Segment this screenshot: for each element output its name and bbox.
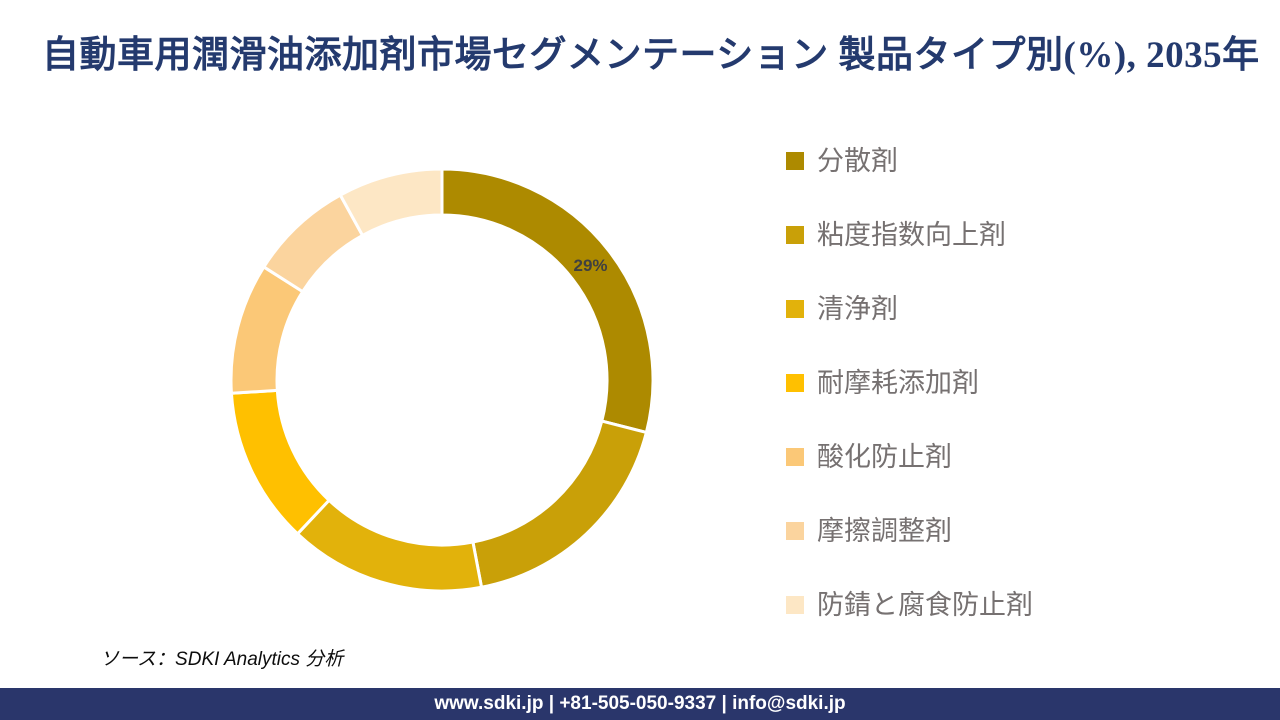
chart-title: 自動車用潤滑油添加剤市場セグメンテーション 製品タイプ別(%), 2035年: [42, 35, 1260, 76]
legend-item-label: 粘度指数向上剤: [817, 219, 1006, 250]
footer-bar: www.sdki.jp | +81-505-050-9337 | info@sd…: [0, 688, 1280, 720]
legend-item-6: 防錆と腐食防止剤: [786, 568, 1033, 642]
legend-item-label: 耐摩耗添加剤: [817, 367, 979, 398]
legend-item-5: 摩擦調整剤: [786, 494, 1033, 568]
legend-swatch-icon: [786, 300, 804, 318]
source-note: ソース：SDKI Analytics 分析: [100, 649, 344, 670]
legend-item-0: 分散剤: [786, 124, 1033, 198]
legend-item-label: 清浄剤: [817, 293, 898, 324]
legend-item-2: 清浄剤: [786, 272, 1033, 346]
legend-swatch-icon: [786, 374, 804, 392]
legend-item-label: 分散剤: [817, 145, 898, 176]
legend-item-3: 耐摩耗添加剤: [786, 346, 1033, 420]
donut-slice-6: [338, 167, 444, 237]
legend-item-label: 防錆と腐食防止剤: [817, 589, 1033, 620]
legend-swatch-icon: [786, 522, 804, 540]
donut-slice-3: [229, 388, 331, 536]
legend-swatch-icon: [786, 152, 804, 170]
donut-slice-0: [440, 167, 655, 434]
legend-swatch-icon: [786, 596, 804, 614]
legend-item-4: 酸化防止剤: [786, 420, 1033, 494]
donut-slice-2: [296, 498, 484, 593]
legend-item-1: 粘度指数向上剤: [786, 198, 1033, 272]
legend-swatch-icon: [786, 448, 804, 466]
donut-slice-1: [471, 419, 648, 589]
legend-item-label: 摩擦調整剤: [817, 515, 952, 546]
legend-item-label: 酸化防止剤: [817, 441, 952, 472]
footer-contact-text: www.sdki.jp | +81-505-050-9337 | info@sd…: [434, 693, 846, 714]
slice-data-label-0: 29%: [573, 256, 607, 275]
donut-chart: 29%: [229, 167, 655, 593]
legend: 分散剤粘度指数向上剤 清浄剤耐摩耗添加剤 酸化防止剤摩擦調整剤防錆と腐食防止剤: [786, 124, 1033, 642]
legend-swatch-icon: [786, 226, 804, 244]
